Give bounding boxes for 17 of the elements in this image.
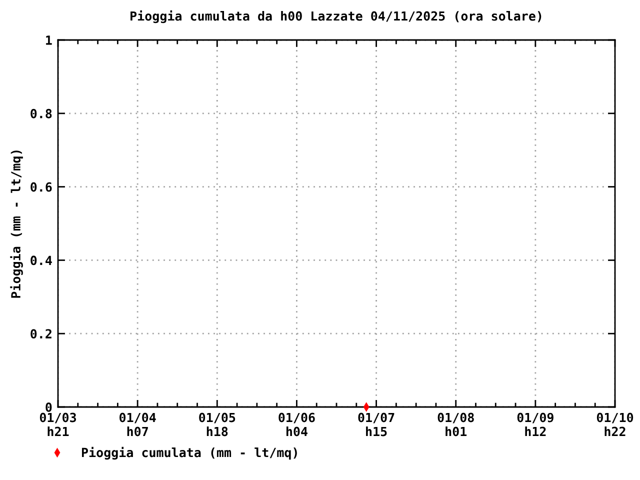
- x-tick-label: 01/03 h21: [40, 412, 76, 436]
- x-tick-label: 01/09 h12: [517, 412, 554, 436]
- y-tick-label: 0.2: [30, 329, 52, 339]
- x-tick-label: 01/10 h22: [596, 412, 634, 436]
- y-axis-title: Pioggia (mm - lt/mq): [10, 150, 23, 298]
- y-tick-label: 0.6: [30, 182, 52, 192]
- legend-label: Pioggia cumulata (mm - lt/mq): [82, 446, 297, 460]
- x-tick-label: 01/08 h01: [438, 412, 474, 436]
- y-tick-label: 0.8: [30, 108, 52, 118]
- x-tick-label: 01/07 h15: [358, 412, 394, 436]
- y-tick-label: 0: [46, 402, 52, 412]
- x-tick-label: 01/06 h04: [278, 412, 315, 436]
- y-tick-label: 0.4: [30, 256, 52, 266]
- chart-title: Pioggia cumulata da h00 Lazzate 04/11/2025 (ora solare): [130, 10, 542, 24]
- y-tick-label: 1: [46, 36, 52, 45]
- x-tick-label: 01/05 h18: [199, 412, 236, 436]
- x-tick-label: 01/04 h07: [120, 412, 156, 436]
